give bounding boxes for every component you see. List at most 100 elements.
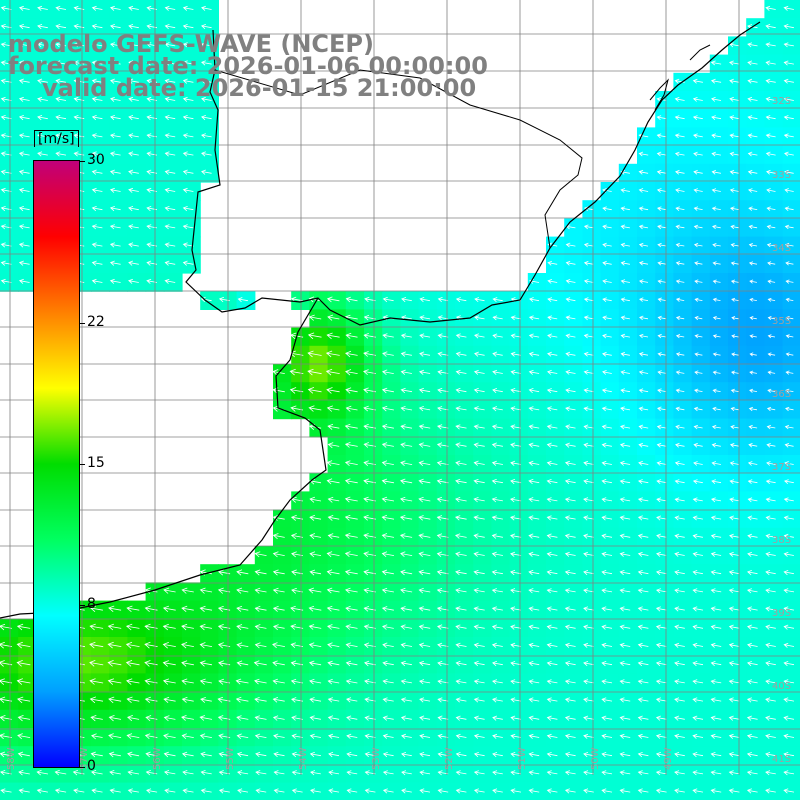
- wind-arrow: [419, 351, 431, 357]
- wind-arrow: [765, 606, 776, 612]
- wind-arrow: [90, 751, 103, 758]
- wind-arrow: [73, 24, 85, 30]
- wind-arrow: [510, 315, 521, 321]
- wind-arrow: [528, 733, 540, 739]
- wind-arrow: [418, 606, 431, 612]
- wind-arrow: [619, 788, 631, 794]
- wind-arrow: [692, 551, 703, 557]
- wind-arrow: [126, 733, 140, 740]
- wind-arrow: [583, 606, 594, 612]
- wind-arrow: [255, 788, 267, 794]
- wind-arrow: [655, 788, 667, 794]
- wind-arrow: [729, 96, 740, 102]
- wind-arrow: [528, 661, 540, 667]
- wind-arrow: [728, 588, 740, 594]
- wind-arrow: [18, 187, 30, 193]
- wind-arrow: [639, 315, 649, 321]
- wind-arrow: [437, 715, 449, 721]
- longitude-label: 57W: [79, 747, 90, 770]
- wind-arrow: [326, 296, 340, 303]
- wind-arrow: [547, 297, 558, 303]
- wind-arrow: [731, 297, 739, 302]
- wind-arrow: [564, 606, 576, 612]
- wind-arrow: [710, 606, 722, 612]
- wind-arrow: [455, 788, 467, 794]
- wind-arrow: [491, 478, 503, 485]
- wind-cell: [400, 782, 420, 800]
- wind-arrow: [381, 606, 394, 612]
- wind-arrow: [419, 333, 431, 339]
- wind-arrow: [637, 497, 649, 503]
- wind-arrow: [528, 697, 540, 703]
- wind-arrow: [675, 370, 685, 375]
- wind-arrow: [656, 151, 667, 157]
- wind-arrow: [55, 151, 67, 157]
- wind-arrow: [674, 533, 685, 539]
- wind-arrow: [436, 515, 449, 521]
- wind-arrow: [711, 443, 721, 448]
- wind-arrow: [728, 624, 740, 630]
- wind-arrow: [346, 788, 358, 794]
- wind-arrow: [657, 297, 667, 302]
- wind-arrow: [17, 715, 31, 722]
- wind-arrow: [236, 605, 249, 612]
- wind-arrow: [655, 752, 667, 758]
- wind-arrow: [309, 533, 322, 540]
- wind-arrow: [272, 715, 285, 721]
- wind-arrow: [91, 788, 103, 794]
- wind-arrow: [510, 697, 522, 703]
- wind-cell: [655, 782, 674, 800]
- latitude-label: 35S: [772, 316, 791, 327]
- wind-arrow: [18, 96, 30, 102]
- wind-arrow: [510, 606, 522, 612]
- wind-arrow: [325, 350, 340, 358]
- wind-arrow: [18, 224, 30, 230]
- wind-arrow: [638, 206, 649, 211]
- wind-cell: [436, 782, 456, 800]
- wind-arrow: [128, 78, 139, 84]
- wind-arrow: [620, 370, 630, 375]
- wind-arrow: [583, 661, 594, 667]
- wind-arrow: [657, 224, 667, 230]
- wind-arrow: [785, 261, 794, 266]
- wind-arrow: [54, 769, 67, 776]
- wind-cell: [218, 782, 238, 800]
- wind-arrow: [163, 587, 176, 594]
- wind-arrow: [747, 115, 758, 121]
- wind-arrow: [583, 479, 594, 485]
- wind-arrow: [692, 515, 703, 521]
- wind-arrow: [564, 551, 576, 557]
- wind-arrow: [182, 224, 194, 230]
- wind-arrow: [694, 315, 703, 321]
- wind-arrow: [346, 715, 358, 721]
- wind-arrow: [602, 279, 612, 284]
- wind-arrow: [382, 697, 394, 703]
- wind-arrow: [181, 605, 194, 613]
- wind-arrow: [401, 770, 412, 776]
- wind-arrow: [201, 78, 212, 84]
- wind-arrow: [18, 24, 30, 30]
- wind-arrow: [36, 788, 48, 794]
- wind-arrow: [711, 497, 722, 503]
- wind-arrow: [765, 515, 776, 521]
- wind-arrow: [766, 169, 776, 175]
- wind-arrow: [91, 169, 103, 175]
- wind-arrow: [18, 151, 30, 157]
- wind-arrow: [528, 788, 540, 794]
- wind-arrow: [455, 588, 467, 594]
- wind-arrow: [327, 314, 340, 321]
- wind-arrow: [37, 96, 48, 102]
- wind-arrow: [91, 60, 103, 66]
- wind-arrow: [181, 715, 194, 721]
- wind-arrow: [528, 642, 540, 648]
- wind-arrow: [455, 569, 467, 576]
- wind-arrow: [128, 242, 139, 248]
- wind-arrow: [272, 660, 285, 667]
- wind-arrow: [327, 642, 340, 649]
- wind-arrow: [546, 388, 558, 394]
- wind-arrow: [382, 770, 394, 776]
- wind-arrow: [546, 588, 558, 594]
- wind-arrow: [310, 770, 321, 776]
- wind-arrow: [128, 187, 139, 193]
- wind-arrow: [163, 751, 176, 758]
